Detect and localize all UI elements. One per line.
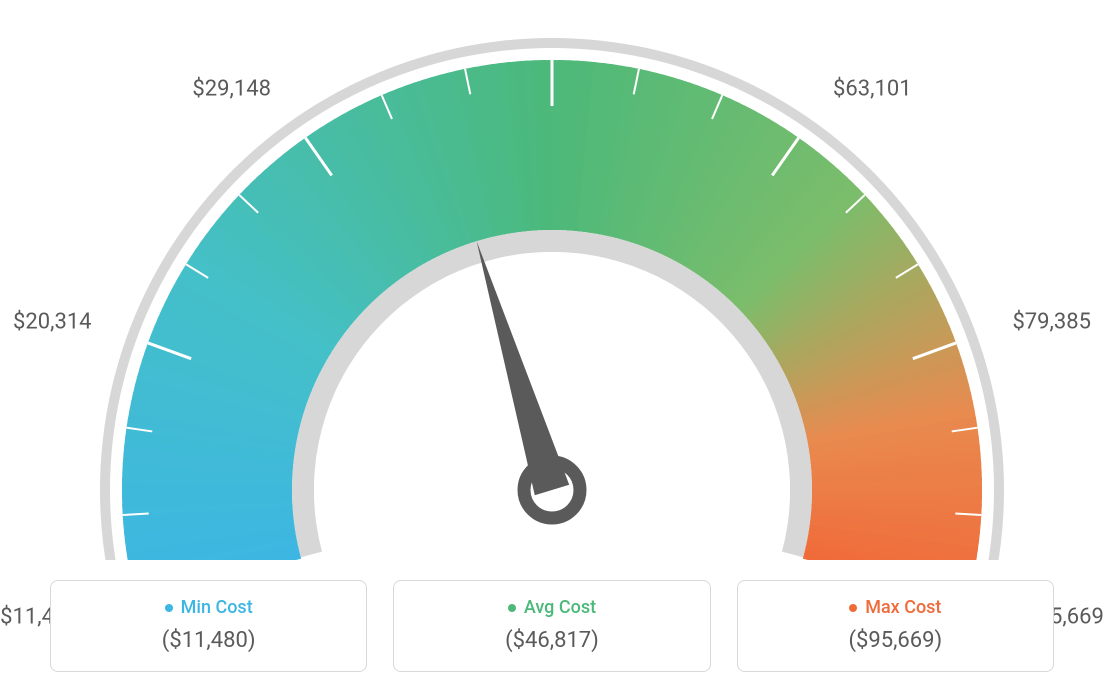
max-cost-label: Max Cost (865, 597, 941, 618)
gauge-tick-label: $79,385 (1012, 310, 1091, 335)
max-cost-title: Max Cost (849, 597, 941, 618)
gauge-tick-label: $63,101 (833, 76, 912, 101)
min-cost-card: Min Cost ($11,480) (50, 580, 367, 673)
gauge-tick-label: $20,314 (13, 310, 92, 335)
dot-icon (165, 604, 173, 612)
avg-cost-value: ($46,817) (404, 628, 699, 653)
min-cost-title: Min Cost (165, 597, 253, 618)
min-cost-label: Min Cost (181, 597, 253, 618)
max-cost-value: ($95,669) (748, 628, 1043, 653)
dot-icon (849, 604, 857, 612)
avg-cost-title: Avg Cost (508, 597, 596, 618)
avg-cost-card: Avg Cost ($46,817) (393, 580, 710, 673)
avg-cost-label: Avg Cost (524, 597, 596, 618)
summary-cards: Min Cost ($11,480) Avg Cost ($46,817) Ma… (50, 580, 1054, 673)
gauge-svg (0, 0, 1104, 560)
max-cost-card: Max Cost ($95,669) (737, 580, 1054, 673)
gauge-tick-label: $29,148 (192, 76, 271, 101)
min-cost-value: ($11,480) (61, 628, 356, 653)
gauge-chart: $11,480$20,314$29,148$46,817$63,101$79,3… (0, 0, 1104, 560)
dot-icon (508, 604, 516, 612)
